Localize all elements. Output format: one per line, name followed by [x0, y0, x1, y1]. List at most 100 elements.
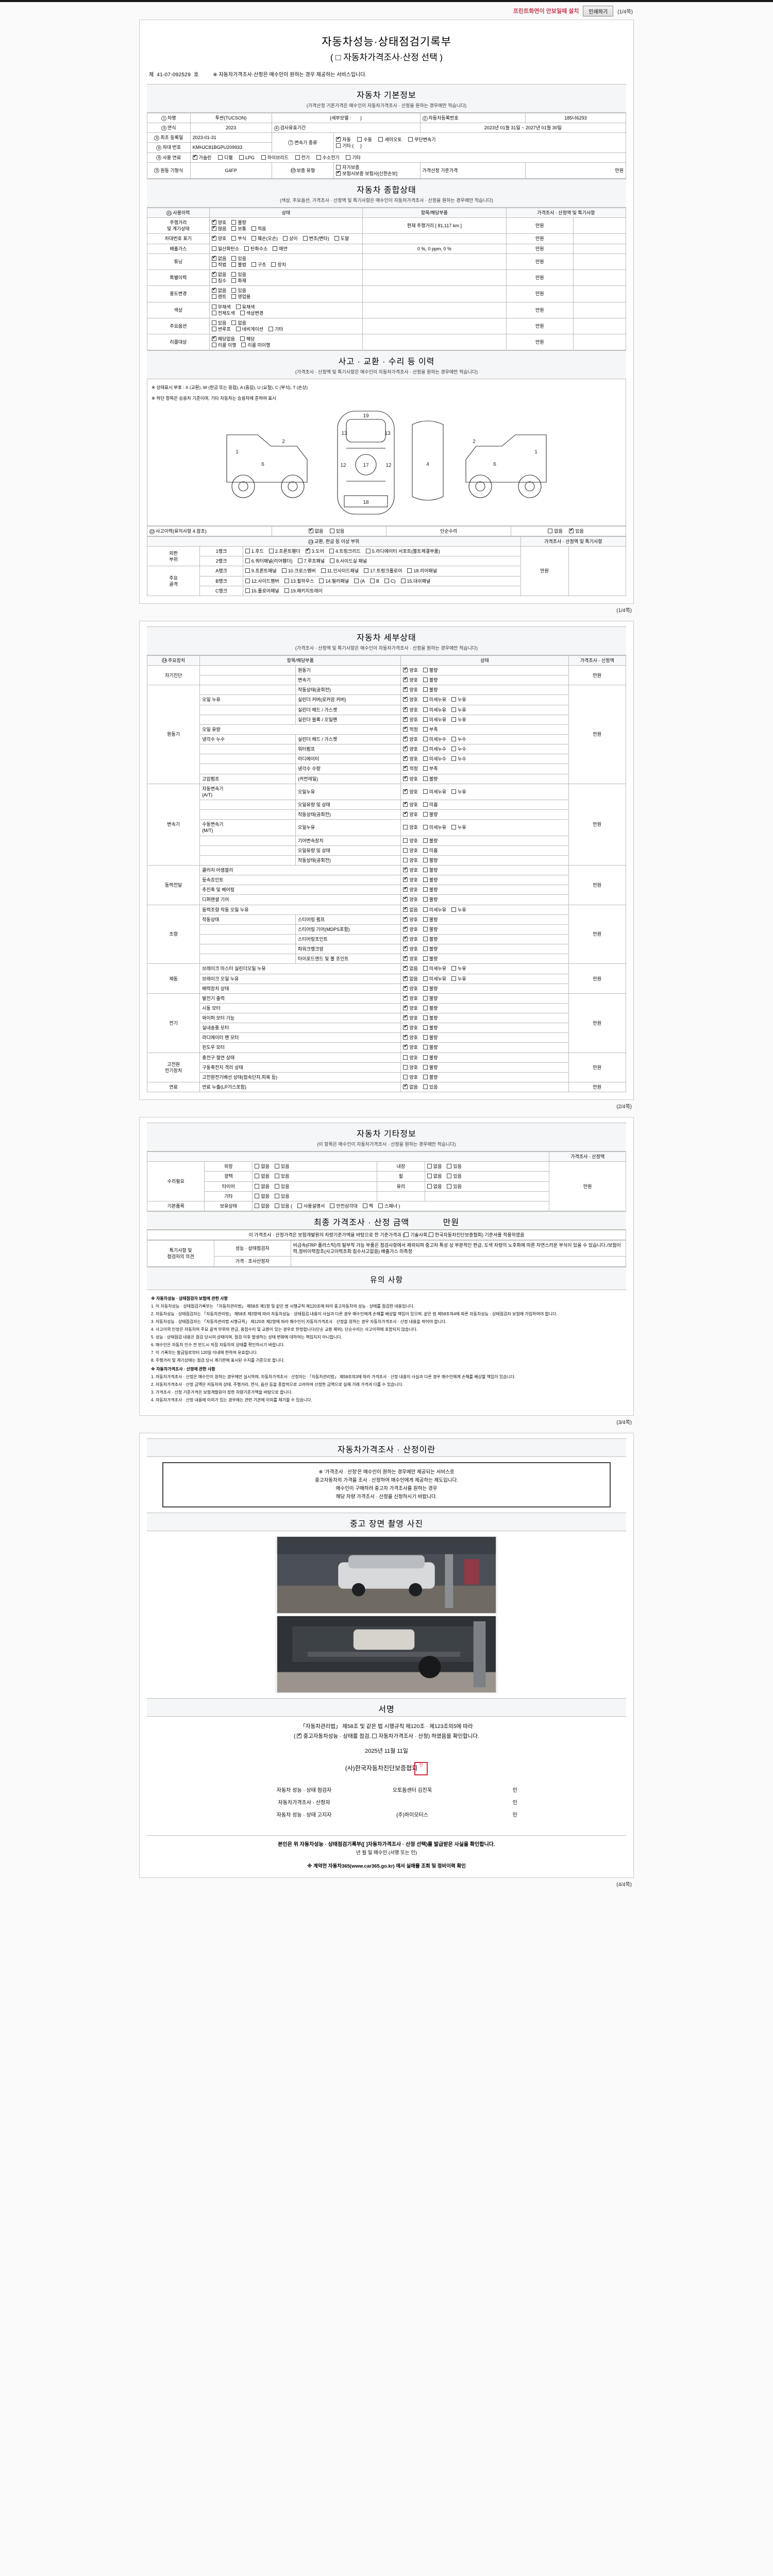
state-opt-0[interactable]: 해당없음 — [211, 335, 235, 342]
detail-opt-1[interactable]: 불량 — [423, 1074, 438, 1080]
state-opt-0[interactable]: 없음 — [211, 271, 226, 278]
detail-opt-0[interactable]: 양호 — [403, 916, 418, 923]
state2-opt-1[interactable]: 리콜 미이행 — [241, 342, 270, 348]
state-opt-0[interactable]: 무채색 — [211, 304, 231, 310]
detail-opt-1[interactable]: 있음 — [423, 1084, 438, 1090]
detail-opt-1[interactable]: 불량 — [423, 776, 438, 782]
detail-opt-0[interactable]: 양호 — [403, 811, 418, 818]
part-opt-3[interactable]: 4.트렁크리드 — [329, 548, 361, 554]
manual-opt-1[interactable]: 있음 ( — [274, 1203, 292, 1209]
detail-opt-2[interactable]: 누유 — [451, 707, 466, 713]
state-opt-1[interactable]: 불량 — [231, 219, 246, 226]
detail-opt-0[interactable]: 양호 — [403, 716, 418, 723]
state2-opt-0[interactable]: 렌트 — [211, 294, 226, 300]
detail-opt-0[interactable]: 양호 — [403, 876, 418, 883]
other2-opt-1[interactable]: 있음 — [447, 1163, 462, 1170]
state3-opt-0[interactable]: 구조 — [251, 262, 266, 268]
detail-opt-1[interactable]: 불량 — [423, 667, 438, 673]
state2-opt-0[interactable]: 적법 — [211, 262, 226, 268]
detail-opt-1[interactable]: 불량 — [423, 1044, 438, 1050]
detail-opt-1[interactable]: 불량 — [423, 1025, 438, 1031]
detail-opt-0[interactable]: 없음 — [403, 975, 418, 982]
state2-opt-0[interactable]: 전체도색 — [211, 310, 235, 316]
detail-opt-1[interactable]: 불량 — [423, 857, 438, 863]
part-opt-1[interactable]: 19.패키지트레이 — [284, 588, 323, 594]
part-opt-4[interactable]: B — [370, 578, 379, 584]
detail-opt-1[interactable]: 미세누수 — [423, 746, 446, 752]
opt-lpg[interactable]: LPG — [239, 155, 255, 161]
state-opt-0[interactable]: 양호 — [211, 235, 226, 242]
detail-opt-1[interactable]: 불량 — [423, 687, 438, 693]
state3-opt-1[interactable]: 장치 — [271, 262, 286, 268]
detail-opt-0[interactable]: 양호 — [403, 1034, 418, 1041]
other-opt-1[interactable]: 있음 — [274, 1183, 289, 1190]
detail-opt-0[interactable]: 양호 — [403, 926, 418, 933]
state-opt-0[interactable]: 일산화탄소 — [211, 246, 239, 252]
detail-opt-0[interactable]: 양호 — [403, 896, 418, 903]
state2-opt-1[interactable]: 색상변경 — [240, 310, 263, 316]
detail-opt-2[interactable]: 누유 — [451, 976, 466, 982]
opt-hybrid[interactable]: 하이브리드 — [261, 155, 289, 161]
detail-opt-0[interactable]: 양호 — [403, 1055, 418, 1061]
other2-opt-1[interactable]: 있음 — [447, 1183, 462, 1190]
detail-opt-0[interactable]: 양호 — [403, 824, 418, 831]
opt-price-appraisal[interactable] — [372, 1734, 377, 1739]
opt-auto[interactable]: 자동 — [336, 136, 351, 143]
part-opt-1[interactable]: 7.루프패널 — [297, 558, 325, 564]
detail-opt-1[interactable]: 미흡 — [423, 802, 438, 808]
detail-opt-1[interactable]: 불량 — [423, 956, 438, 962]
detail-opt-0[interactable]: 없음 — [403, 906, 418, 913]
state-opt-1[interactable]: 있음 — [231, 287, 246, 294]
state2-opt-1[interactable]: 화재 — [231, 278, 246, 284]
part-opt-5[interactable]: C) — [384, 578, 396, 584]
detail-opt-2[interactable]: 누유 — [451, 697, 466, 703]
detail-opt-1[interactable]: 불량 — [423, 877, 438, 883]
opt-manual[interactable]: 수동 — [357, 137, 372, 143]
state-opt-4[interactable]: 변조(변타) — [303, 235, 329, 242]
opt-kada[interactable] — [428, 1232, 433, 1238]
detail-opt-1[interactable]: 불량 — [423, 1064, 438, 1071]
detail-opt-0[interactable]: 양호 — [403, 745, 418, 752]
state-opt-2[interactable]: 매연 — [273, 246, 288, 252]
part-opt-2[interactable]: 8.사이드실 패널 — [330, 558, 367, 564]
detail-opt-1[interactable]: 미세누유 — [423, 717, 446, 723]
opt-gasoline[interactable]: 가솔린 — [192, 154, 211, 161]
part-opt-0[interactable]: 12.사이드멤버 — [245, 578, 279, 584]
detail-opt-0[interactable]: 양호 — [403, 1044, 418, 1050]
opt-engineer-society[interactable] — [404, 1232, 409, 1238]
part-opt-2[interactable]: 3.도어 — [305, 548, 324, 554]
other2-opt-0[interactable]: 없음 — [427, 1183, 442, 1190]
part-opt-2[interactable]: 11.인사이드패널 — [321, 568, 359, 574]
detail-opt-0[interactable]: 양호 — [403, 676, 418, 683]
other-opt-0[interactable]: 없음 — [255, 1183, 270, 1190]
detail-opt-2[interactable]: 누유 — [451, 789, 466, 795]
state-opt-0[interactable]: 있음 — [211, 320, 226, 326]
print-button[interactable]: 인쇄하기 — [583, 5, 614, 16]
state-opt-0[interactable]: 없음 — [211, 255, 226, 262]
detail-opt-1[interactable]: 불량 — [423, 896, 438, 903]
part-opt-4[interactable]: 5.라디에이터 서포트(볼트체결부품) — [365, 548, 440, 554]
part-opt-0[interactable]: 9.프론트패널 — [245, 568, 277, 574]
detail-opt-2[interactable]: 누수 — [451, 746, 466, 752]
detail-opt-1[interactable]: 불량 — [423, 995, 438, 1002]
opt-performance-check[interactable] — [297, 1733, 302, 1739]
detail-opt-0[interactable]: 양호 — [403, 736, 418, 742]
detail-opt-0[interactable]: 양호 — [403, 686, 418, 693]
part-opt-0[interactable]: 1.후드 — [245, 548, 264, 554]
opt-ev[interactable]: 전기 — [295, 155, 310, 161]
state-opt-3[interactable]: 상이 — [283, 235, 298, 242]
detail-opt-2[interactable]: 누유 — [451, 965, 466, 972]
detail-opt-0[interactable]: 적정 — [403, 765, 418, 772]
detail-opt-0[interactable]: 양호 — [403, 1074, 418, 1080]
detail-opt-1[interactable]: 불량 — [423, 838, 438, 844]
detail-opt-1[interactable]: 미세누유 — [423, 976, 446, 982]
opt-cvt[interactable]: 무단변속기 — [408, 137, 436, 143]
state-opt-1[interactable]: 유채색 — [236, 304, 255, 310]
state2-opt-1[interactable]: 보통 — [231, 226, 246, 232]
detail-opt-2[interactable]: 누수 — [451, 756, 466, 762]
detail-opt-0[interactable]: 양호 — [403, 945, 418, 952]
detail-opt-1[interactable]: 불량 — [423, 1055, 438, 1061]
state-opt-1[interactable]: 부식 — [231, 235, 246, 242]
opt-semiauto[interactable]: 세미오토 — [378, 137, 402, 143]
other2-opt-1[interactable]: 있음 — [447, 1173, 462, 1179]
